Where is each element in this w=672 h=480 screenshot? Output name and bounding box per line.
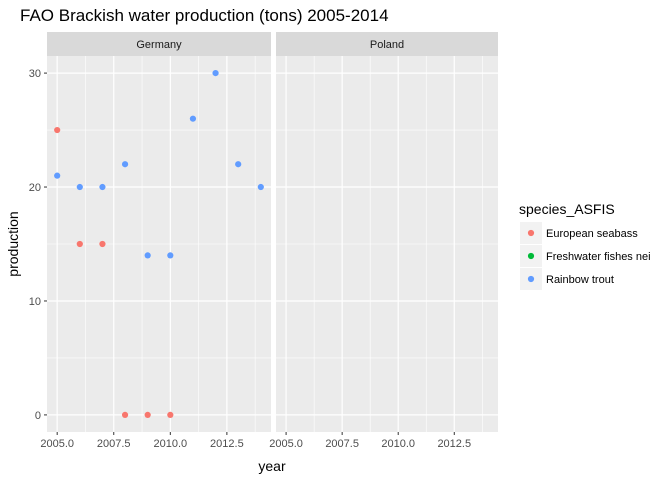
legend-label-freshwater-fishes-nei: Freshwater fishes nei	[546, 251, 651, 263]
x-tick-label: 2005.0	[40, 438, 74, 450]
data-point-rainbow-trout	[189, 115, 197, 122]
y-tick-label: 20	[29, 182, 41, 194]
data-point-european-seabass	[54, 126, 61, 134]
data-point-european-seabass	[121, 411, 129, 419]
legend-key-european-seabass	[527, 229, 535, 237]
legend-label-european-seabass: European seabass	[546, 228, 638, 240]
x-tick-label: 2007.5	[325, 438, 359, 450]
x-axis-title: year	[258, 458, 286, 474]
x-tick-label: 2012.5	[210, 438, 244, 450]
chart-title: FAO Brackish water production (tons) 200…	[20, 6, 389, 25]
legend-key-rainbow-trout	[527, 275, 535, 283]
x-tick-label: 2005.0	[269, 438, 303, 450]
data-point-european-seabass	[99, 240, 106, 248]
facet-panel-poland: Poland	[276, 32, 498, 432]
x-tick-label: 2012.5	[437, 438, 471, 450]
data-point-rainbow-trout	[76, 183, 83, 191]
gridlines-poland	[276, 56, 498, 432]
facet-strip-label-germany: Germany	[136, 39, 182, 51]
data-point-european-seabass	[76, 240, 83, 248]
legend-label-rainbow-trout: Rainbow trout	[546, 274, 614, 286]
data-point-rainbow-trout	[257, 183, 264, 191]
data-point-rainbow-trout	[54, 172, 61, 179]
facet-panel-germany: Germany	[47, 32, 271, 432]
data-point-rainbow-trout	[167, 252, 174, 259]
facet-strip-label-poland: Poland	[370, 39, 404, 51]
points-germany	[54, 69, 264, 419]
legend-key-freshwater-fishes-nei	[527, 252, 535, 260]
data-point-rainbow-trout	[212, 69, 219, 77]
gridlines-germany	[47, 56, 271, 432]
facet-strip-poland	[276, 32, 498, 56]
y-tick-label: 0	[35, 410, 41, 422]
data-point-rainbow-trout	[121, 161, 129, 168]
x-tick-label: 2010.0	[153, 438, 187, 450]
legend: species_ASFIS European seabass Freshwater…	[519, 201, 651, 290]
data-point-rainbow-trout	[235, 161, 242, 168]
data-point-rainbow-trout	[99, 183, 106, 191]
legend-title: species_ASFIS	[519, 201, 615, 217]
x-axis: 2005.0 2007.5 2010.0 2012.5 2005.0 2007.5 2010…	[40, 432, 471, 450]
x-tick-label: 2010.0	[381, 438, 415, 450]
x-tick-label: 2007.5	[97, 438, 131, 450]
data-point-rainbow-trout	[144, 252, 151, 259]
y-tick-label: 10	[29, 296, 41, 308]
data-point-european-seabass	[167, 411, 174, 419]
y-axis-title: production	[5, 211, 21, 276]
data-point-european-seabass	[144, 411, 151, 419]
y-tick-label: 30	[29, 68, 41, 80]
y-axis: 0 10 20 30	[29, 68, 47, 422]
facet-strip-germany	[47, 32, 271, 56]
